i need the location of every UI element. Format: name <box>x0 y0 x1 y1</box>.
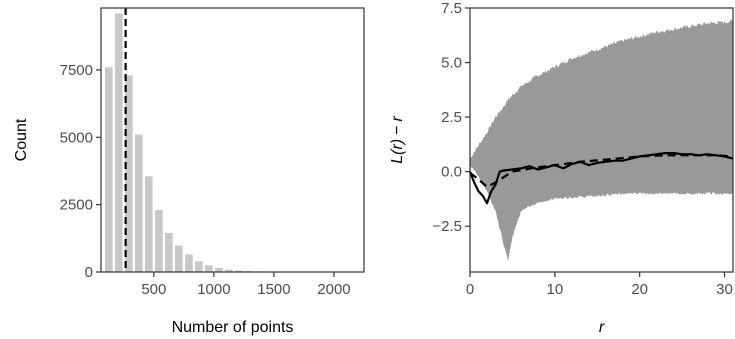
y-tick-label: 7.5 <box>441 0 462 17</box>
histogram-bar <box>215 267 223 272</box>
envelope-x-ticks: 0 10 20 30 <box>466 272 733 298</box>
ylabel-part-r: r <box>389 116 406 122</box>
x-tick-label: 500 <box>141 281 166 298</box>
x-tick-label: 20 <box>631 281 648 298</box>
histogram-bar <box>125 75 133 272</box>
simulation-envelope <box>470 19 733 262</box>
x-tick-label: 30 <box>716 281 733 298</box>
histogram-y-ticks: 0 2500 5000 7500 <box>60 62 101 281</box>
envelope-series-lines <box>468 152 734 205</box>
x-tick-label: 2000 <box>317 281 350 298</box>
histogram-panel: 500 1000 1500 2000 0 2500 5000 7500 Number of … <box>13 7 365 336</box>
histogram-bar <box>114 13 123 272</box>
histogram-bar <box>105 67 113 272</box>
histogram-bar <box>155 210 163 272</box>
x-tick-label: 1500 <box>257 281 290 298</box>
envelope-x-axis-title: r <box>599 319 605 336</box>
histogram-bar <box>165 232 173 272</box>
histogram-x-axis-title: Number of points <box>172 319 294 336</box>
envelope-plot-frame <box>469 7 734 273</box>
histogram-bar <box>235 270 243 272</box>
y-tick-label: 0 <box>85 264 93 281</box>
y-tick-label: 2500 <box>60 197 93 214</box>
y-tick-label: 5000 <box>60 129 93 146</box>
histogram-plot-frame <box>100 7 365 273</box>
histogram-x-ticks: 500 1000 1500 2000 <box>141 272 351 298</box>
x-tick-label: 1000 <box>197 281 230 298</box>
expected-dashed-line <box>469 154 734 188</box>
histogram-bar <box>175 245 183 272</box>
histogram-bar <box>135 134 143 272</box>
y-tick-label: 7500 <box>60 62 93 79</box>
envelope-y-ticks: −2.5 0.0 2.5 5.0 7.5 <box>432 0 470 235</box>
x-tick-label: 0 <box>466 281 474 298</box>
histogram-bar <box>185 254 193 272</box>
envelope-y-axis-title: L(r) − r <box>389 116 406 164</box>
y-tick-label: −2.5 <box>432 218 462 235</box>
x-tick-label: 10 <box>546 281 563 298</box>
ylabel-part-lr: L(r) <box>389 139 406 164</box>
histogram-bar <box>225 269 233 272</box>
ylabel-part-minus: − <box>389 126 406 135</box>
y-tick-label: 5.0 <box>441 55 462 72</box>
y-tick-label: 2.5 <box>441 109 462 126</box>
histogram-bar <box>205 265 213 272</box>
histogram-y-axis-title: Count <box>13 118 30 161</box>
envelope-panel: 0 10 20 30 −2.5 0.0 2.5 5.0 7.5 r L(r) − r <box>389 0 734 336</box>
histogram-bar <box>195 261 203 272</box>
histogram-bar <box>144 176 153 272</box>
histogram-bars <box>105 13 353 272</box>
y-tick-label: 0.0 <box>441 164 462 181</box>
